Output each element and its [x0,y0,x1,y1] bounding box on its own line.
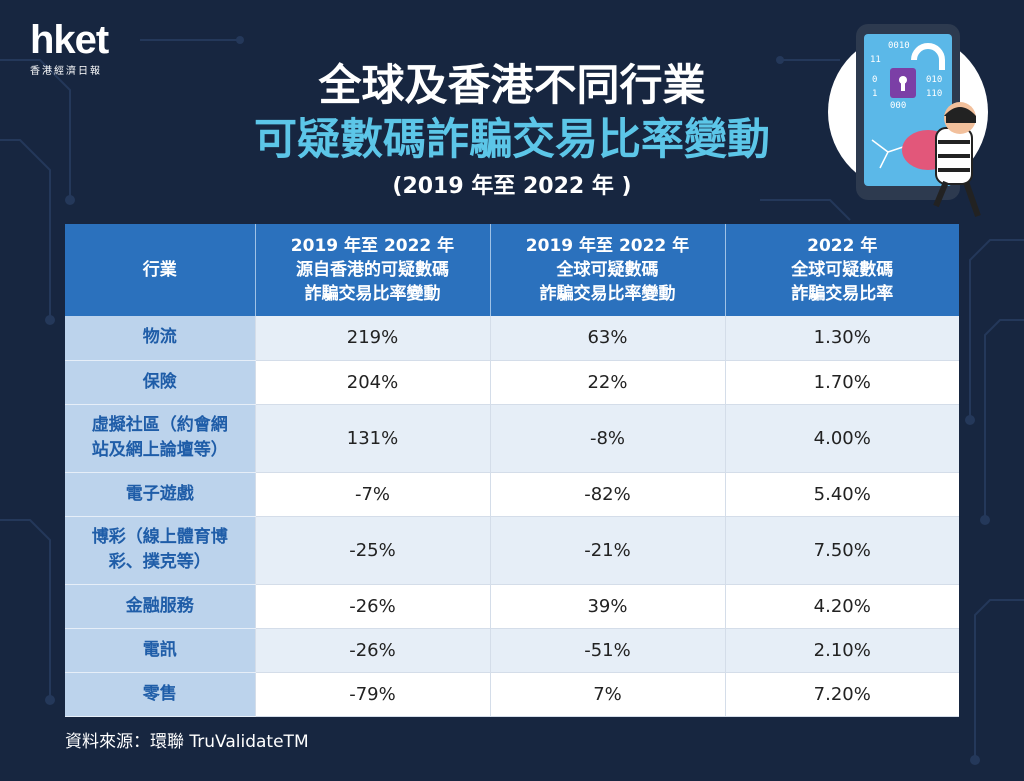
global-rate-cell: 1.70% [725,360,959,405]
table-row: 物流 219% 63% 1.30% [65,316,959,361]
table-row: 金融服務 -26% 39% 4.20% [65,584,959,629]
hk-change-cell: -79% [255,672,491,717]
global-rate-cell: 7.20% [725,672,959,717]
binary-text-2: 11 [870,55,881,65]
binary-text-7: 000 [890,101,906,111]
industry-label: 虛擬社區（約會網 [91,415,228,435]
industry-cell: 虛擬社區（約會網 站及網上論壇等） [65,404,256,473]
industry-label: 零售 [142,683,177,704]
global-change-cell: 63% [490,316,726,361]
industry-label: 彩、撲克等） [108,552,211,572]
industry-cell: 博彩（線上體育博 彩、撲克等） [65,516,256,585]
binary-text-6: 110 [926,89,942,99]
column-header-industry: 行業 [65,224,256,316]
hk-change-cell: -7% [255,472,491,517]
global-rate-cell: 1.30% [725,316,959,361]
industry-cell: 電訊 [65,628,256,673]
industry-label: 博彩（線上體育博 [91,527,228,547]
industry-cell: 保險 [65,360,256,405]
column-header-line: 全球可疑數碼 [791,260,894,280]
table-row: 博彩（線上體育博 彩、撲克等） -25% -21% 7.50% [65,516,959,585]
industry-label: 金融服務 [125,595,194,616]
table-row: 零售 -79% 7% 7.20% [65,672,959,717]
column-header-global-change: 2019 年至 2022 年 全球可疑數碼 詐騙交易比率變動 [490,224,726,316]
column-header-hk-change: 2019 年至 2022 年 源自香港的可疑數碼 詐騙交易比率變動 [255,224,491,316]
hk-change-cell: 131% [255,404,491,473]
hk-change-cell: 219% [255,316,491,361]
global-change-cell: 39% [490,584,726,629]
logo-subtitle: 香港經濟日報 [30,66,102,77]
table-row: 電訊 -26% -51% 2.10% [65,628,959,673]
binary-text-5: 010 [926,75,942,85]
column-header-line: 詐騙交易比率變動 [304,284,441,304]
column-header-line: 全球可疑數碼 [556,260,659,280]
global-rate-cell: 5.40% [725,472,959,517]
industry-cell: 金融服務 [65,584,256,629]
global-change-cell: -8% [490,404,726,473]
industry-cell: 物流 [65,316,256,361]
source-note: 資料來源：環聯 TruValidateTM [65,732,309,752]
global-change-cell: 22% [490,360,726,405]
column-header-line: 行業 [142,260,177,280]
industry-cell: 電子遊戲 [65,472,256,517]
table-row: 保險 204% 22% 1.70% [65,360,959,405]
column-header-line: 源自香港的可疑數碼 [296,260,449,280]
industry-label: 電子遊戲 [125,483,194,504]
hket-logo[interactable]: hket 香港經濟日報 [30,20,140,77]
fraud-rate-table: 行業 2019 年至 2022 年 源自香港的可疑數碼 詐騙交易比率變動 201… [65,224,959,717]
column-header-line: 詐騙交易比率變動 [539,284,676,304]
industry-label: 物流 [142,327,177,348]
global-rate-cell: 2.10% [725,628,959,673]
global-change-cell: 7% [490,672,726,717]
hk-change-cell: 204% [255,360,491,405]
binary-text-3: 0 [872,75,877,85]
column-header-line: 2019 年至 2022 年 [290,236,455,256]
title-date-range: (2019 年至 2022 年 ) [392,174,632,199]
global-change-cell: -21% [490,516,726,585]
column-header-line: 2022 年 [807,236,878,256]
title-line-1: 全球及香港不同行業 [318,61,706,111]
industry-label: 保險 [142,371,177,392]
table-row: 虛擬社區（約會網 站及網上論壇等） 131% -8% 4.00% [65,404,959,473]
industry-cell: 零售 [65,672,256,717]
global-change-cell: -51% [490,628,726,673]
industry-label: 電訊 [142,639,177,660]
industry-label: 站及網上論壇等） [91,440,228,460]
global-rate-cell: 4.00% [725,404,959,473]
logo-wordmark: hket [30,18,109,62]
hk-change-cell: -25% [255,516,491,585]
thief-icon [902,102,981,217]
phone-thief-illustration: 0010 11 0 1 010 110 000 [828,24,988,217]
hk-change-cell: -26% [255,628,491,673]
table-row: 電子遊戲 -7% -82% 5.40% [65,472,959,517]
table-header-row: 行業 2019 年至 2022 年 源自香港的可疑數碼 詐騙交易比率變動 201… [65,224,959,316]
global-rate-cell: 7.50% [725,516,959,585]
column-header-global-rate-2022: 2022 年 全球可疑數碼 詐騙交易比率 [725,224,959,316]
binary-text-4: 1 [872,89,877,99]
column-header-line: 詐騙交易比率 [791,284,894,304]
global-rate-cell: 4.20% [725,584,959,629]
hk-change-cell: -26% [255,584,491,629]
column-header-line: 2019 年至 2022 年 [525,236,690,256]
binary-text-1: 0010 [888,41,910,51]
title-line-2: 可疑數碼詐騙交易比率變動 [254,115,770,165]
global-change-cell: -82% [490,472,726,517]
